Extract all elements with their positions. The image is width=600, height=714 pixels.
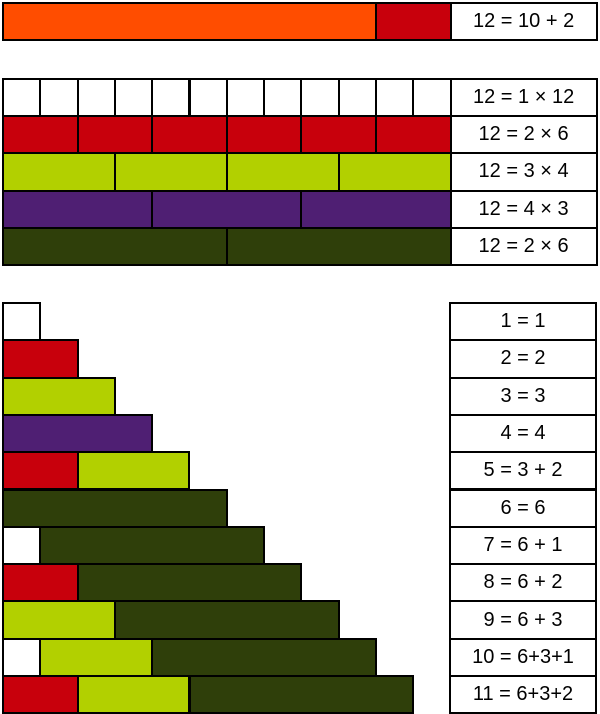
equation-label-factor-1: 12 = 2 × 6 [449,115,598,155]
rod-2-stair1-0 [2,339,79,379]
rod-1-stair6-0 [2,525,42,566]
equation-label-stair-3: 4 = 4 [449,413,597,454]
rod-4-row3-0 [2,189,154,229]
rod-3-stair10-1 [76,675,191,714]
rod-1-row0-0 [2,78,42,118]
rod-2-row1-3 [225,115,303,155]
rod-1-stair0-0 [2,302,42,342]
rod-6-stair7-1 [76,563,303,603]
equation-label-stair-5: 6 = 6 [449,488,597,528]
rod-2-row1-2 [151,115,228,155]
equation-label-stair-7: 8 = 6 + 2 [449,563,597,603]
rod-2-row1-5 [375,115,452,155]
rod-1-row0-6 [225,78,266,118]
rod-6-row4-1 [225,226,452,266]
equation-label-stair-4: 5 = 3 + 2 [449,451,597,491]
rod-3-row2-1 [113,152,228,192]
rod-4-row3-2 [300,189,452,229]
rod-3-stair4-1 [76,451,191,491]
equation-label-stair-6: 7 = 6 + 1 [449,525,597,566]
rod-1-row0-9 [337,78,377,118]
rod-2-row1-0 [2,115,79,155]
rod-1-row0-5 [188,78,228,118]
rod-1-row0-3 [113,78,154,118]
equation-label-factor-0: 12 = 1 × 12 [449,78,598,118]
rod-2-stair7-0 [2,563,79,603]
rod-1-row0-1 [39,78,79,118]
rod-2-row1-4 [300,115,377,155]
equation-label-factor-3: 12 = 4 × 3 [449,189,598,229]
rod-2-stair4-0 [2,451,79,491]
rod-2-row1-1 [76,115,154,155]
rod-3-row2-0 [2,152,116,192]
rod-6-stair5-0 [2,488,228,528]
equation-label-stair-10: 11 = 6+3+2 [449,675,597,714]
rod-1-row0-11 [412,78,452,118]
equation-label-stair-8: 9 = 6 + 3 [449,600,597,640]
rod-3-row2-3 [337,152,452,192]
rod-6-stair6-1 [39,525,266,566]
rod-3-stair2-0 [2,376,116,416]
rod-6-stair8-1 [113,600,340,640]
rod-1-row0-4 [151,78,191,118]
equation-label-stair-2: 3 = 3 [449,376,597,416]
rod-1-row0-10 [375,78,415,118]
rod-1-row0-7 [263,78,303,118]
rod-6-row4-0 [2,226,228,266]
equation-label-stair-1: 2 = 2 [449,339,597,379]
rod-1-stair9-0 [2,637,42,677]
rod-3-row2-2 [225,152,340,192]
equation-label-factor-2: 12 = 3 × 4 [449,152,598,192]
rod-1-row0-8 [300,78,340,118]
rod-3-stair8-0 [2,600,116,640]
rod-1-row0-2 [76,78,116,118]
equation-label-top: 12 = 10 + 2 [449,2,598,41]
rod-6-stair9-2 [151,637,377,677]
rod-4-stair3-0 [2,413,154,454]
equation-label-factor-4: 12 = 2 × 6 [449,226,598,266]
equation-label-stair-9: 10 = 6+3+1 [449,637,597,677]
rod-10-top-0 [2,2,377,41]
rod-2-top-1 [375,2,452,41]
equation-label-stair-0: 1 = 1 [449,302,597,342]
rod-2-stair10-0 [2,675,79,714]
rod-6-stair10-2 [188,675,415,714]
rod-4-row3-1 [151,189,303,229]
rod-3-stair9-1 [39,637,154,677]
